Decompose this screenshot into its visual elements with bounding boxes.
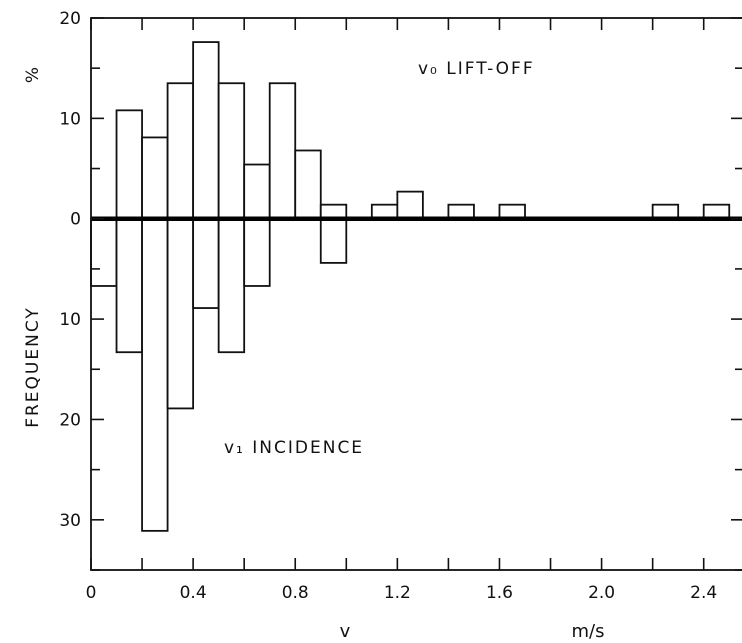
lift-off-bar — [141, 136, 169, 220]
x-tick-label: 0.8 — [282, 583, 309, 603]
y-tick-label: 30 — [59, 511, 81, 531]
axis-tick-labels: 0 0.4 0.8 1.2 1.6 2.0 2.4 20 10 0 10 20 30 — [59, 9, 717, 603]
incidence-bar — [166, 217, 195, 410]
lift-off-bars — [115, 41, 731, 220]
incidence-bars — [90, 217, 348, 532]
y-tick-label: 20 — [59, 410, 81, 430]
y-tick-label: 10 — [59, 310, 81, 330]
incidence-bar — [217, 217, 246, 354]
lift-off-bar — [396, 190, 424, 220]
incidence-annotation: v₁ INCIDENCE — [224, 438, 364, 458]
lift-off-bar — [115, 109, 143, 220]
y-tick-label: 20 — [59, 9, 81, 29]
incidence-bar — [319, 217, 348, 264]
axis-ticks — [90, 17, 742, 571]
lift-off-bar — [166, 82, 195, 220]
y-unit-label: % — [23, 67, 43, 83]
lift-off-bar — [268, 82, 297, 220]
x-unit-label: m/s — [572, 621, 605, 642]
incidence-bar — [243, 217, 271, 287]
y-tick-label: 10 — [59, 109, 81, 129]
lift-off-annotation: v₀ LIFT-OFF — [418, 59, 535, 79]
lift-off-bar — [217, 82, 246, 220]
x-tick-label: 1.2 — [384, 583, 411, 603]
x-tick-label: 2.4 — [690, 583, 717, 603]
x-tick-label: 2.0 — [588, 583, 615, 603]
y-tick-label: 0 — [70, 210, 81, 230]
lift-off-bar — [192, 41, 220, 220]
incidence-bar — [141, 217, 169, 532]
lift-off-bar — [294, 149, 322, 220]
incidence-bar — [90, 217, 118, 287]
y-axis-label: FREQUENCY — [23, 306, 43, 428]
x-axis-label: v — [340, 621, 351, 642]
lift-off-bar — [243, 163, 271, 220]
x-tick-label: 1.6 — [486, 583, 513, 603]
x-tick-label: 0 — [86, 583, 97, 603]
x-tick-label: 0.4 — [180, 583, 207, 603]
incidence-bar — [192, 217, 220, 309]
plot-frame — [90, 17, 742, 571]
incidence-bar — [115, 217, 143, 354]
